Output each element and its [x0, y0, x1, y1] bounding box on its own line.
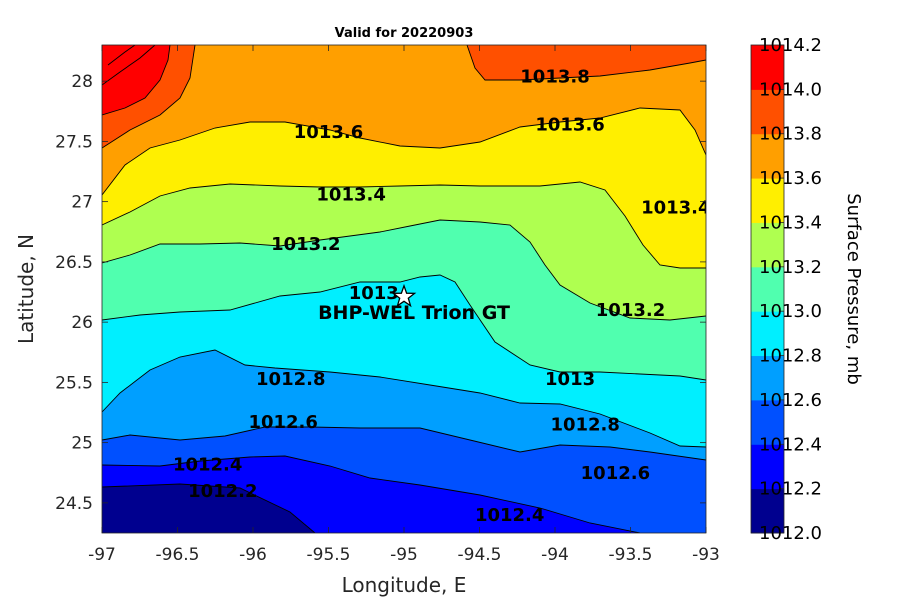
y-tick-label: 27.5 — [55, 132, 93, 152]
x-tick-label: -95.5 — [307, 545, 351, 565]
colorbar-segment — [751, 488, 784, 534]
contour-band-1014-0 — [102, 45, 170, 115]
colorbar-tick-label: 1013.4 — [759, 212, 822, 233]
x-tick-label: -93 — [692, 545, 720, 565]
x-tick-label: -95 — [390, 545, 418, 565]
contour-label: 1013.4 — [641, 198, 710, 219]
x-axis-label: Longitude, E — [342, 573, 467, 597]
star-icon — [391, 283, 417, 308]
contour-label: 1013.6 — [294, 122, 363, 143]
contour-line — [466, 45, 706, 81]
contour-label: 1013.4 — [316, 184, 385, 205]
colorbar-tick-label: 1012.2 — [759, 479, 822, 500]
platform-marker: BHP-WEL Trion GT — [318, 283, 510, 324]
y-tick-label: 25 — [71, 434, 93, 454]
x-tick-label: -97 — [88, 545, 116, 565]
colorbar-tick-label: 1012.0 — [759, 523, 822, 544]
contour-plot-area: 1013.8 1013.6 1013.6 1013.4 1013.4 1013.2 1013… — [102, 45, 710, 533]
colorbar-tick-label: 1013.6 — [759, 168, 822, 189]
y-tick-label: 28 — [71, 72, 93, 92]
contour-label: 1012.4 — [173, 454, 242, 475]
contour-label: 1012.6 — [248, 412, 317, 433]
contour-label: 1012.8 — [256, 369, 325, 390]
colorbar-segment — [751, 399, 784, 445]
colorbar-segment — [751, 355, 784, 401]
contour-label: 1013.8 — [520, 66, 589, 87]
y-tick-label: 26.5 — [55, 253, 93, 273]
contour-label: 1013 — [349, 283, 399, 304]
contour-line — [102, 181, 706, 269]
contour-line — [102, 45, 196, 149]
contour-line — [102, 45, 171, 116]
contour-line — [102, 426, 706, 461]
contour-label: 1013.2 — [271, 234, 340, 255]
platform-label: BHP-WEL Trion GT — [318, 302, 510, 324]
contour-line — [102, 483, 316, 533]
x-tick-label: -94 — [541, 545, 569, 565]
contour-label: 1013 — [545, 369, 595, 390]
colorbar-segment — [751, 222, 784, 268]
contour-band-1013-8 — [102, 45, 706, 148]
y-axis: 24.5 25 25.5 26 26.5 27 27.5 28 — [55, 72, 706, 514]
contour-label: 1013.6 — [535, 115, 604, 136]
contour-line — [102, 219, 706, 321]
contour-line — [102, 45, 156, 86]
contour-label: 1012.2 — [188, 481, 257, 502]
chart-title: Valid for 20220903 — [335, 26, 474, 41]
y-tick-label: 25.5 — [55, 373, 93, 393]
colorbar-segment — [751, 133, 784, 179]
colorbar-tick-label: 1013.2 — [759, 257, 822, 278]
colorbar-tick-label: 1012.8 — [759, 346, 822, 367]
colorbar-segment — [751, 311, 784, 357]
x-tick-label: -96 — [239, 545, 267, 565]
x-tick-label: -96.5 — [156, 545, 200, 565]
x-tick-label: -94.5 — [458, 545, 502, 565]
colorbar-frame — [750, 44, 785, 534]
colorbar-segment — [751, 178, 784, 223]
contour-label: 1012.6 — [581, 463, 650, 484]
y-tick-label: 24.5 — [55, 494, 93, 514]
colorbar-segment — [751, 444, 784, 490]
colorbar-tick-label: 1012.6 — [759, 390, 822, 411]
contour-label: 1013.2 — [596, 300, 665, 321]
y-tick-label: 26 — [71, 313, 93, 333]
x-tick-label: -93.5 — [609, 545, 653, 565]
colorbar-label: Surface Pressure, mb — [843, 193, 864, 385]
contour-line — [102, 107, 706, 196]
colorbar-tick-label: 1014.0 — [759, 79, 822, 100]
colorbar-segment — [751, 45, 784, 90]
contour-band-1013-6 — [102, 45, 706, 195]
contour-line — [102, 349, 706, 448]
y-axis-label: Latitude, N — [14, 234, 38, 344]
colorbar-tick-label: 1013.0 — [759, 301, 822, 322]
y-tick-label: 27 — [71, 193, 93, 213]
contour-line — [102, 455, 641, 533]
x-axis: -97 -96.5 -96 -95.5 -95 -94.5 -94 -93.5 -93 — [88, 45, 720, 565]
contour-line — [107, 45, 136, 66]
contour-label: 1012.4 — [475, 505, 544, 526]
colorbar-segment — [751, 266, 784, 312]
contour-lines — [102, 45, 706, 533]
colorbar-segment — [751, 89, 784, 135]
colorbar: 1012.0 1012.2 1012.4 1012.6 1012.8 1013.0 1013… — [750, 35, 822, 544]
colorbar-tick-label: 1012.4 — [759, 434, 822, 455]
contour-line — [102, 274, 706, 381]
contour-label: 1012.8 — [550, 415, 619, 436]
colorbar-tick-label: 1014.2 — [759, 35, 822, 56]
colorbar-tick-label: 1013.8 — [759, 124, 822, 145]
contour-label-group: 1013.8 1013.6 1013.6 1013.4 1013.4 1013.2 1013… — [173, 66, 710, 526]
